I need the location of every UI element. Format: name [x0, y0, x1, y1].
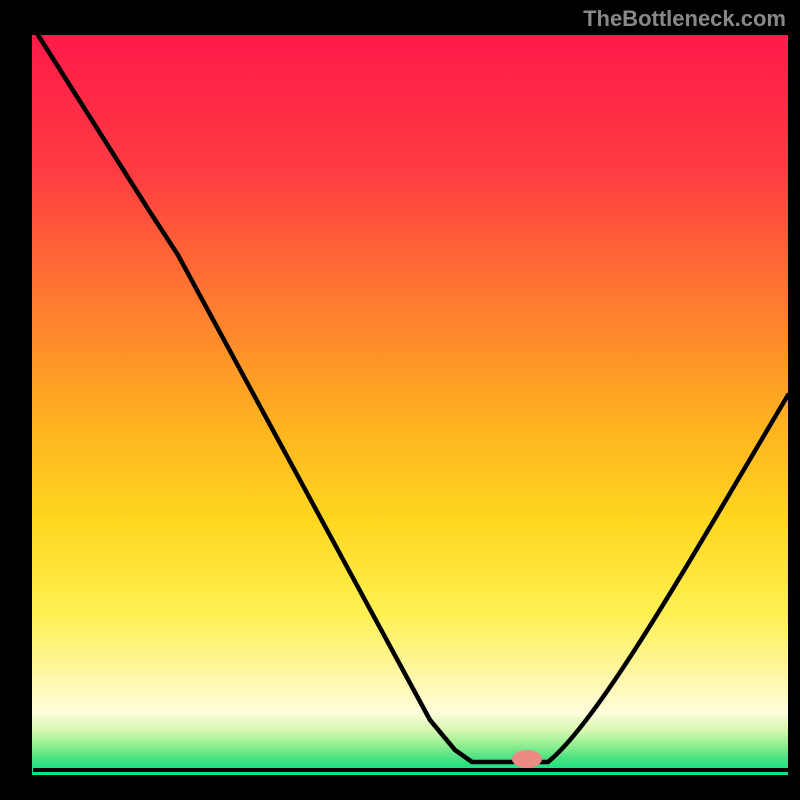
- curve-right-ascent: [548, 395, 788, 762]
- valley-marker: [512, 750, 542, 768]
- curve-left-descent: [38, 35, 472, 762]
- plot-area: [32, 35, 788, 775]
- chart-curve-layer: [32, 35, 788, 775]
- watermark-text: TheBottleneck.com: [583, 6, 786, 32]
